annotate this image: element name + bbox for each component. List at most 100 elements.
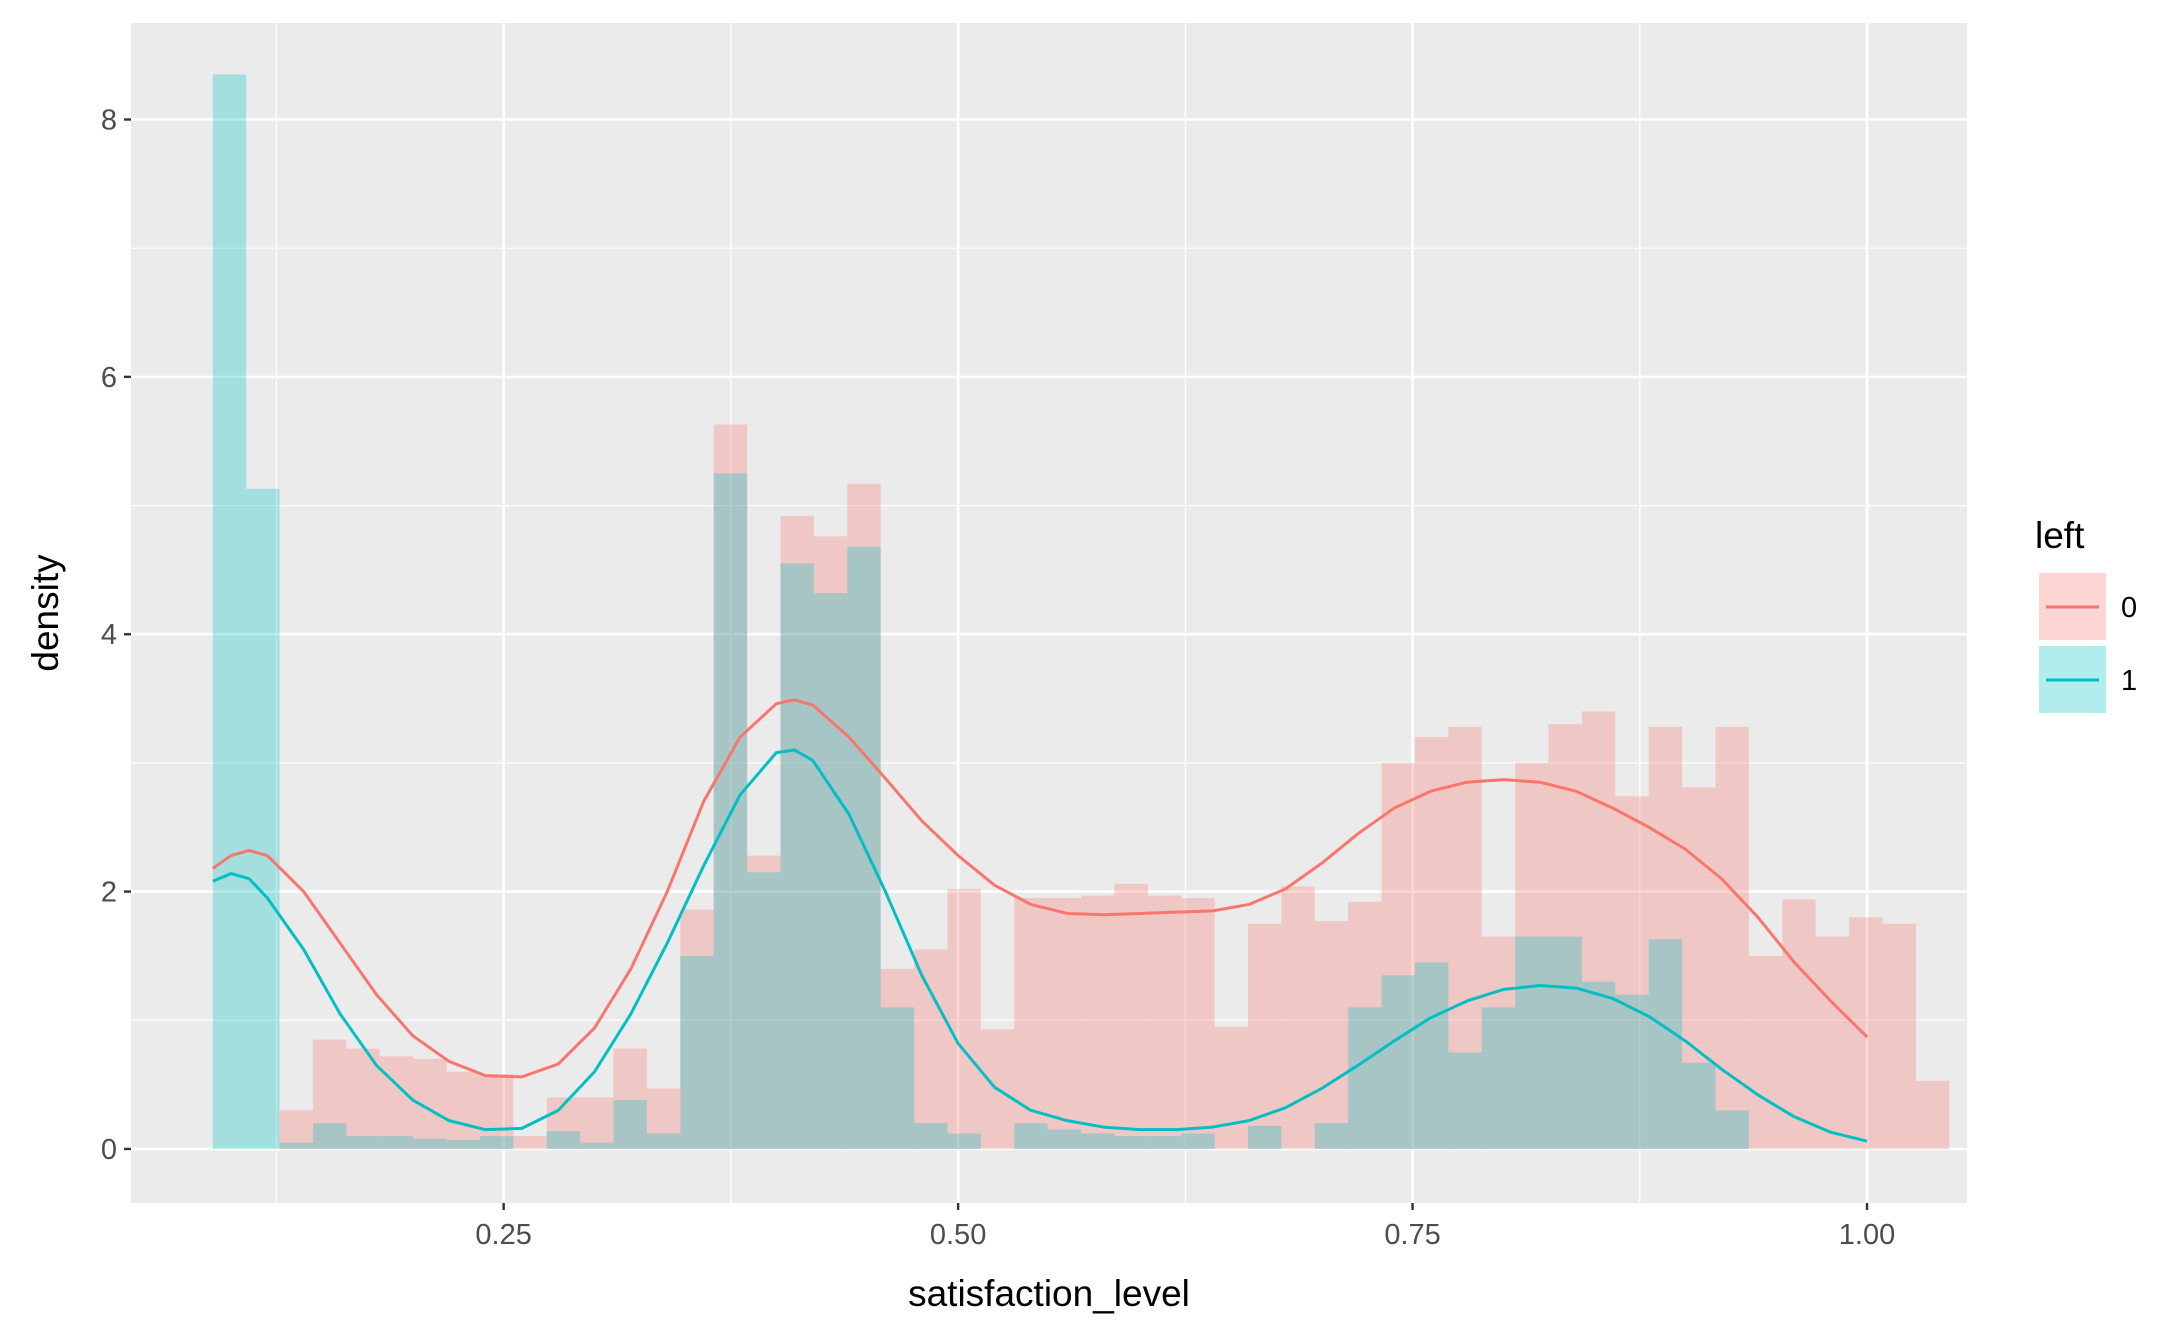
histogram-bar-1 — [747, 872, 781, 1149]
histogram-bar-1 — [312, 1123, 347, 1149]
y-tick-label: 2 — [101, 877, 117, 909]
histogram-bar-1 — [1715, 1110, 1749, 1149]
histogram-bar-0 — [780, 515, 814, 1149]
histogram-bar-0 — [1081, 895, 1115, 1149]
histogram-bar-0 — [1682, 787, 1716, 1149]
histogram-bar-0 — [1782, 899, 1816, 1149]
histogram-bar-1 — [1648, 939, 1683, 1149]
histogram-bar-1 — [1081, 1133, 1115, 1149]
y-tick-label: 4 — [101, 619, 117, 651]
histogram-bar-1 — [379, 1136, 414, 1149]
histogram-bar-1 — [1247, 1125, 1282, 1149]
histogram-bar-1 — [212, 74, 247, 1149]
histogram-bar-0 — [1615, 796, 1649, 1149]
histogram-bar-1 — [1181, 1133, 1215, 1149]
histogram-bar-1 — [613, 1100, 647, 1149]
histogram-bar-0 — [1448, 726, 1482, 1149]
histogram-bar-1 — [1414, 962, 1449, 1149]
histogram-bar-0 — [813, 536, 848, 1149]
density-line-1 — [212, 748, 1868, 1143]
histogram-bar-1 — [646, 1133, 681, 1149]
histogram-bar-0 — [747, 855, 781, 1149]
histogram-bar-0 — [613, 1048, 647, 1149]
legend: left 0 1 — [2035, 515, 2137, 713]
x-tick-label: 0.75 — [1384, 1219, 1440, 1251]
major-gridlines — [131, 23, 1967, 1203]
x-tick-label: 0.50 — [930, 1219, 986, 1251]
y-tick-label: 8 — [101, 105, 117, 137]
histogram-bar-0 — [1915, 1080, 1950, 1149]
histogram-bar-1 — [479, 1136, 514, 1149]
histogram-bar-0 — [1281, 886, 1315, 1149]
legend-entry-1: 1 — [2039, 646, 2137, 713]
histogram-bar-0 — [1047, 898, 1082, 1149]
histogram-bar-0 — [1114, 883, 1148, 1149]
histogram-bar-1 — [813, 593, 848, 1149]
histogram-bar-1 — [780, 563, 814, 1149]
histogram-bar-0 — [1581, 711, 1616, 1149]
histogram-bar-0 — [1481, 936, 1516, 1149]
y-tick-label: 0 — [101, 1134, 117, 1166]
histogram-bar-0 — [1348, 901, 1382, 1149]
axes: 0.25 0.50 0.75 1.00 0 2 4 6 8 — [101, 105, 1895, 1251]
legend-label-1: 1 — [2121, 665, 2137, 697]
density-line-0 — [211, 698, 1869, 1079]
histogram-bar-0 — [479, 1074, 514, 1149]
histogram-bar-0 — [1715, 726, 1749, 1149]
histogram-bar-0 — [1648, 726, 1683, 1149]
histogram-bar-0 — [880, 968, 915, 1149]
histogram-bar-1 — [1481, 1007, 1516, 1149]
histogram-bar-1 — [546, 1130, 581, 1149]
histogram-bar-1 — [1548, 936, 1582, 1149]
histogram-bar-1 — [1014, 1123, 1048, 1149]
histogram-bar-0 — [1381, 762, 1415, 1149]
histogram-bar-0 — [513, 1136, 547, 1149]
histogram-bar-1 — [413, 1138, 447, 1149]
histogram-bar-0 — [680, 909, 714, 1149]
histogram-bar-0 — [1014, 898, 1048, 1149]
histogram-bar-1 — [1381, 975, 1415, 1149]
histogram-bar-0 — [713, 424, 748, 1149]
histogram-bar-1 — [1348, 1007, 1382, 1149]
histogram-series-1 — [212, 74, 1749, 1149]
histogram-bar-0 — [279, 1110, 313, 1149]
histogram-bar-1 — [580, 1142, 614, 1149]
y-axis-title: density — [25, 554, 66, 672]
histogram-bar-0 — [1414, 737, 1449, 1149]
histogram-bar-0 — [947, 889, 981, 1149]
histogram-bar-1 — [914, 1123, 948, 1149]
histogram-bar-0 — [1181, 898, 1215, 1149]
x-axis-title: satisfaction_level — [908, 1273, 1190, 1314]
histogram-bar-1 — [1581, 981, 1616, 1149]
histogram-bar-1 — [1682, 1062, 1716, 1149]
histogram-bar-1 — [1147, 1136, 1182, 1149]
histogram-bar-0 — [1314, 921, 1349, 1149]
histogram-bar-0 — [646, 1088, 681, 1149]
histogram-bar-1 — [446, 1139, 480, 1149]
histogram-bar-1 — [1515, 936, 1549, 1149]
histogram-bar-0 — [1849, 917, 1883, 1149]
histogram-bar-0 — [312, 1039, 347, 1149]
x-tick-label: 1.00 — [1839, 1219, 1895, 1251]
histogram-bar-1 — [1615, 994, 1649, 1149]
histogram-bar-0 — [1515, 762, 1549, 1149]
histogram-bar-0 — [1882, 923, 1916, 1149]
histogram-series-0 — [279, 424, 1950, 1149]
density-lines — [211, 698, 1869, 1143]
plot-panel — [131, 23, 1967, 1203]
histogram-bar-1 — [1448, 1052, 1482, 1149]
histogram-bar-1 — [680, 955, 714, 1149]
histogram-bar-0 — [1548, 724, 1582, 1149]
histogram-bar-0 — [580, 1097, 614, 1149]
histogram-bar-0 — [914, 949, 948, 1149]
histogram-bar-0 — [446, 1071, 480, 1149]
histogram-bar-1 — [1114, 1136, 1148, 1149]
legend-entry-0: 0 — [2039, 573, 2137, 640]
histogram-bar-0 — [1214, 1026, 1248, 1149]
histogram-bar-1 — [279, 1142, 313, 1149]
histogram-bar-1 — [346, 1136, 380, 1149]
x-tick-label: 0.25 — [475, 1219, 531, 1251]
histogram-bar-1 — [880, 1007, 915, 1149]
histogram-bar-0 — [346, 1048, 380, 1149]
histogram-bar-0 — [847, 483, 881, 1149]
